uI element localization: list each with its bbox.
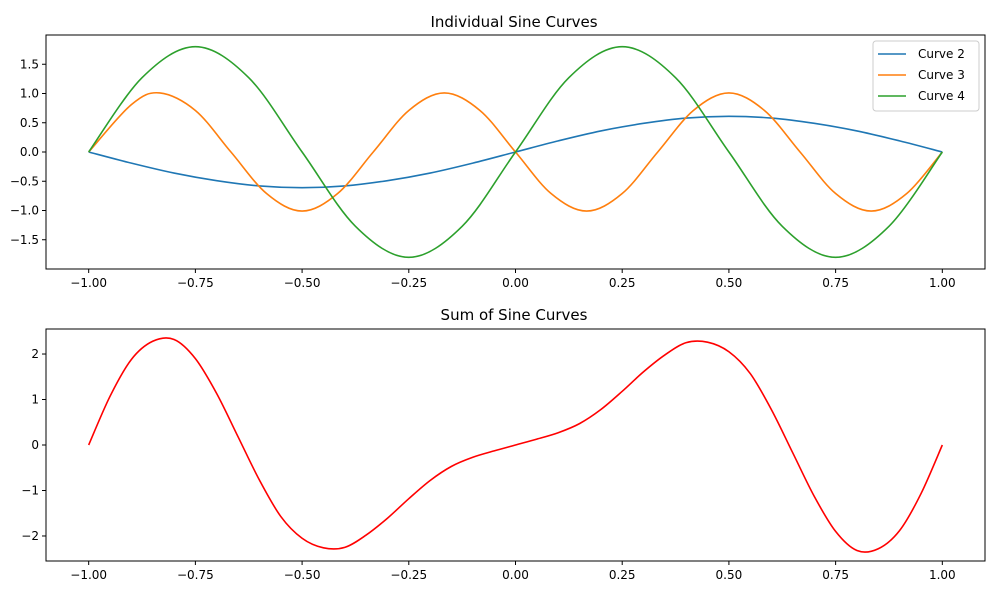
x-tick-label: 0.25 bbox=[609, 568, 636, 582]
top-panel: Individual Sine Curves −1.00 −0.75 −0.50 −0… bbox=[10, 13, 986, 290]
y-tick-label: 0.5 bbox=[20, 116, 39, 130]
x-tick-label: 1.00 bbox=[929, 568, 956, 582]
x-tick-label: 0.50 bbox=[716, 276, 743, 290]
x-tick-label: 0.00 bbox=[502, 276, 529, 290]
y-tick-label: −0.5 bbox=[10, 174, 39, 188]
y-tick-label: −1.5 bbox=[10, 233, 39, 247]
x-tick-label: −0.25 bbox=[390, 568, 427, 582]
top-legend: Curve 2 Curve 3 Curve 4 bbox=[872, 40, 980, 112]
x-tick-label: 0.50 bbox=[716, 568, 743, 582]
x-tick-label: −0.75 bbox=[177, 568, 214, 582]
y-tick-label: 1.0 bbox=[20, 87, 39, 101]
x-tick-label: 0.75 bbox=[822, 568, 849, 582]
legend-label: Curve 2 bbox=[918, 47, 965, 61]
bottom-chart-title: Sum of Sine Curves bbox=[441, 306, 588, 324]
x-tick-label: −1.00 bbox=[70, 568, 107, 582]
legend-label: Curve 3 bbox=[918, 68, 965, 82]
series-line-curve-4 bbox=[88, 45, 943, 259]
x-tick-label: −0.25 bbox=[390, 276, 427, 290]
x-tick-label: −1.00 bbox=[70, 276, 107, 290]
y-tick-label: 0.0 bbox=[20, 145, 39, 159]
x-tick-label: 0.75 bbox=[822, 276, 849, 290]
legend-label: Curve 4 bbox=[918, 89, 965, 103]
bottom-plot-area: −1.00 −0.75 −0.50 −0.25 0.00 0.25 0.50 0.75 1.00… bbox=[21, 337, 956, 582]
bottom-plot-frame bbox=[45, 328, 986, 562]
y-tick-label: 0 bbox=[31, 438, 39, 452]
legend-box bbox=[872, 40, 980, 112]
series-line-sum bbox=[87, 337, 944, 553]
y-tick-label: −2 bbox=[21, 529, 39, 543]
top-chart-title: Individual Sine Curves bbox=[430, 13, 597, 31]
x-tick-label: −0.50 bbox=[284, 276, 321, 290]
y-tick-label: −1.0 bbox=[10, 204, 39, 218]
y-tick-label: 1.5 bbox=[20, 57, 39, 71]
y-tick-label: −1 bbox=[21, 483, 39, 497]
x-tick-label: −0.75 bbox=[177, 276, 214, 290]
x-tick-label: 0.00 bbox=[502, 568, 529, 582]
y-tick-label: 1 bbox=[31, 393, 39, 407]
bottom-panel: Sum of Sine Curves −1.00 −0.75 −0.50 −0.25 0… bbox=[21, 306, 986, 582]
top-plot-area: −1.00 −0.75 −0.50 −0.25 0.00 0.25 0.50 0.75 1.00… bbox=[10, 45, 956, 290]
top-plot-frame bbox=[45, 34, 986, 270]
x-tick-label: −0.50 bbox=[284, 568, 321, 582]
x-tick-label: 1.00 bbox=[929, 276, 956, 290]
x-tick-label: 0.25 bbox=[609, 276, 636, 290]
y-tick-label: 2 bbox=[31, 347, 39, 361]
